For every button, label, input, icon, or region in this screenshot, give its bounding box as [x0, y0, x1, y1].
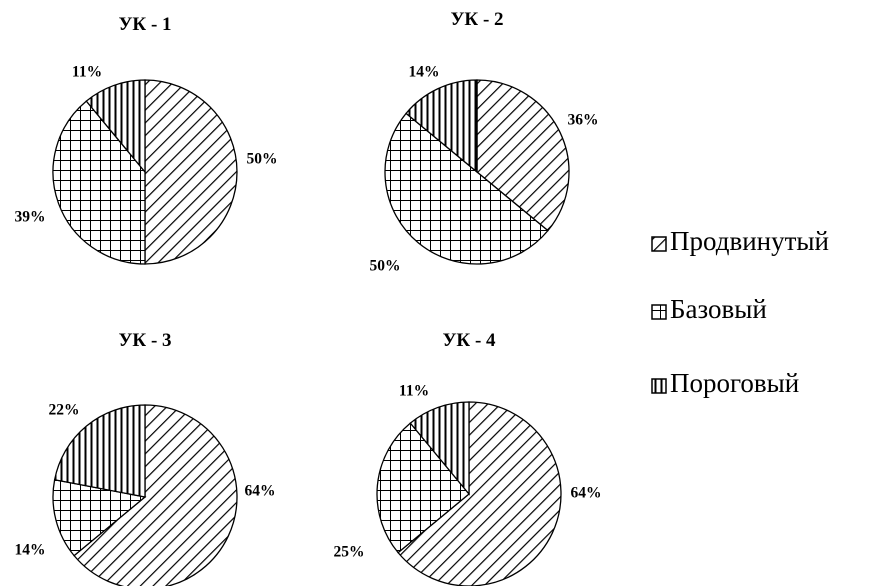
data-label: 22%: [49, 402, 80, 419]
slice-bazovyi: [52, 100, 146, 265]
chart-title: УК - 3: [118, 330, 171, 351]
legend-label: Базовый: [670, 294, 767, 324]
data-label: 64%: [571, 485, 602, 502]
slice-porogovyi: [409, 401, 470, 496]
slice-bazovyi: [52, 479, 147, 557]
chart-title: УК - 2: [450, 9, 503, 30]
slice-prodvinutyi: [397, 401, 562, 586]
data-label: 14%: [409, 64, 440, 81]
data-label: 11%: [72, 64, 102, 81]
slice-porogovyi: [85, 79, 146, 174]
data-label: 25%: [334, 544, 365, 561]
slice-bazovyi: [376, 422, 470, 554]
legend-item: Пороговый: [651, 368, 799, 398]
data-label: 39%: [15, 209, 46, 226]
data-label: 14%: [15, 542, 46, 559]
slice-prodvinutyi: [73, 404, 238, 586]
diagonal-hatch-swatch: [651, 236, 667, 252]
slice-porogovyi: [405, 79, 478, 174]
data-label: 36%: [568, 112, 599, 129]
legend-item: Продвинутый: [651, 226, 829, 256]
slice-bazovyi: [384, 112, 549, 265]
pie-chart-4: УК - 4 64% 25% 11%: [334, 330, 602, 586]
vertical-lines-swatch: [651, 378, 667, 394]
cross-grid-swatch: [651, 304, 667, 320]
legend-label: Пороговый: [670, 368, 799, 398]
chart-title: УК - 1: [118, 14, 171, 35]
slice-porogovyi: [53, 404, 146, 498]
slice-prodvinutyi: [476, 79, 570, 232]
data-label: 11%: [399, 383, 429, 400]
slice-prodvinutyi: [144, 79, 238, 265]
pie-chart-3: УК - 3 64% 14% 22%: [15, 330, 276, 586]
data-label: 50%: [370, 258, 401, 275]
chart-title: УК - 4: [442, 330, 496, 351]
legend-item: Базовый: [651, 294, 767, 324]
data-label: 64%: [245, 483, 276, 500]
pie-chart-2: УК - 2 36% 50% 14%: [370, 9, 599, 275]
legend-label: Продвинутый: [670, 226, 829, 256]
legend: Продвинутый Базовый Пороговый: [651, 226, 829, 398]
data-label: 50%: [247, 151, 278, 168]
pie-chart-1: УК - 1 50% 39% 11%: [15, 14, 278, 265]
